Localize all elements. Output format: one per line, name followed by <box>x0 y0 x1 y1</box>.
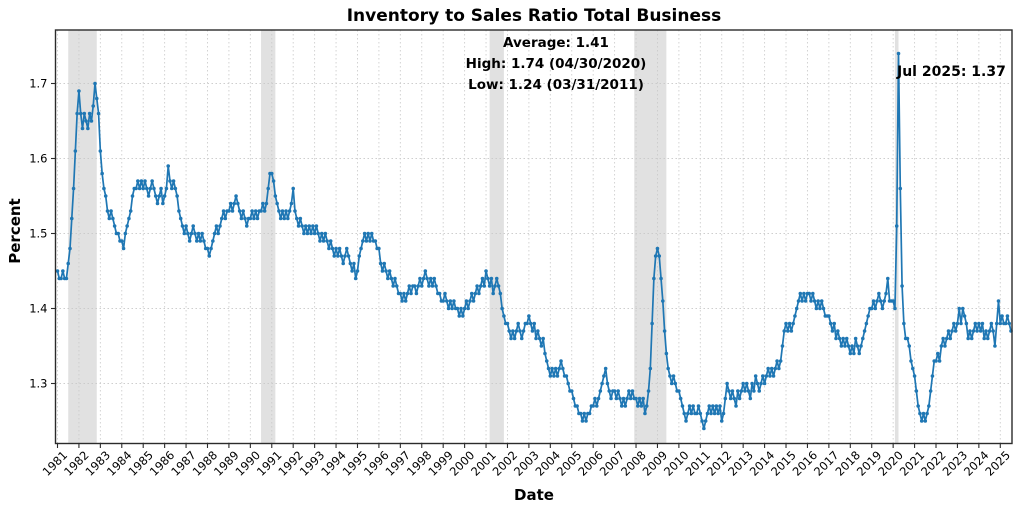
chart-title: Inventory to Sales Ratio Total Business <box>346 6 722 26</box>
latest-value-annotation: Jul 2025: 1.37 <box>897 64 1006 80</box>
series-markers <box>55 51 1013 431</box>
recession-band <box>261 30 276 444</box>
y-axis-label: Percent <box>6 198 24 264</box>
tick-labels: 1981198219831984198519861987198819891990… <box>29 77 1013 479</box>
y-tick-label: 1.6 <box>29 152 47 166</box>
stats-low: Low: 1.24 (03/31/2011) <box>468 77 644 93</box>
axis-ticks <box>51 82 1001 448</box>
gridlines <box>55 30 1012 444</box>
stats-high: High: 1.74 (04/30/2020) <box>465 56 647 72</box>
recession-band <box>489 30 504 444</box>
y-tick-label: 1.7 <box>29 77 47 91</box>
y-tick-label: 1.3 <box>29 377 47 391</box>
x-tick-label: 2025 <box>982 448 1013 479</box>
stats-average: Average: 1.41 <box>503 35 609 51</box>
recession-bands <box>68 30 899 444</box>
y-tick-label: 1.5 <box>29 227 47 241</box>
recession-band <box>68 30 97 444</box>
stats-annotation: Average: 1.41 High: 1.74 (04/30/2020) Lo… <box>396 33 716 96</box>
plot-border <box>54 29 1013 445</box>
y-tick-label: 1.4 <box>29 302 47 316</box>
x-axis-label: Date <box>514 486 554 504</box>
